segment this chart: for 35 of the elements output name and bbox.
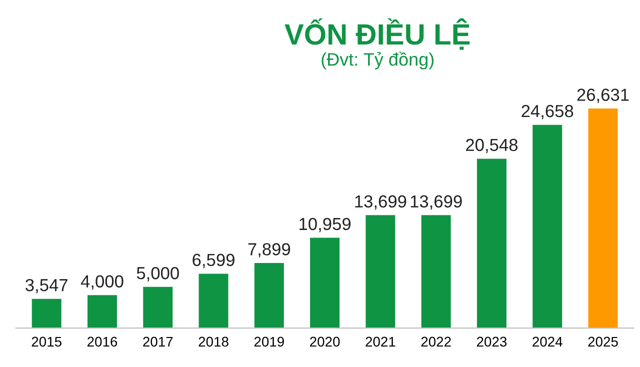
data-label: 3,547: [26, 278, 68, 294]
data-label: 26,631: [577, 88, 629, 104]
x-tick-label: 2022: [421, 336, 451, 347]
bar: [310, 238, 340, 328]
x-tick-label: 2024: [532, 336, 562, 347]
data-label: 6,599: [192, 254, 234, 268]
bar: [421, 215, 451, 328]
data-label: 20,548: [466, 138, 518, 154]
chart-subtitle: (Đvt: Tỷ đồng): [322, 52, 434, 70]
bar: [532, 124, 562, 328]
data-label: 13,699: [410, 195, 462, 210]
x-tick-label: 2020: [310, 336, 340, 347]
bar: [198, 274, 228, 328]
data-label: 7,899: [248, 243, 290, 258]
x-tick-label: 2017: [143, 336, 173, 347]
data-label: 4,000: [80, 275, 124, 290]
bar: [476, 158, 506, 328]
x-tick-label: 2021: [366, 336, 396, 347]
bar: [366, 215, 396, 328]
x-tick-label: 2018: [198, 336, 228, 347]
bar: [143, 286, 173, 328]
data-label: 24,658: [522, 104, 574, 120]
x-tick-label: 2016: [87, 336, 118, 347]
bar: [254, 262, 284, 328]
chart-title: VỐN ĐIỀU LỆ: [284, 18, 470, 50]
data-label: 5,000: [136, 266, 179, 282]
bar: [32, 298, 62, 328]
x-tick-label: 2023: [476, 336, 507, 347]
bar: [588, 108, 618, 328]
x-tick-label: 2025: [588, 336, 618, 347]
x-tick-label: 2015: [32, 336, 62, 347]
x-tick-label: 2019: [254, 336, 284, 347]
data-label: 13,699: [355, 195, 406, 210]
data-label: 10,959: [300, 218, 351, 232]
bar: [87, 295, 117, 328]
